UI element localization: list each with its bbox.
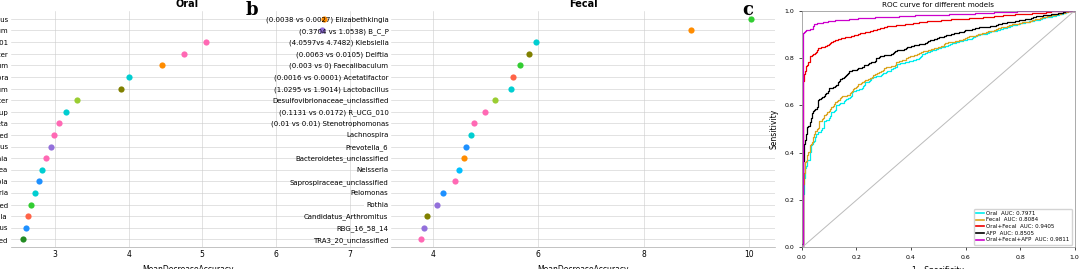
Point <box>153 63 171 68</box>
Point <box>175 52 192 56</box>
Point <box>57 109 75 114</box>
Point <box>455 156 472 160</box>
Point <box>50 121 67 125</box>
Point <box>120 75 137 79</box>
Y-axis label: Sensitivity: Sensitivity <box>770 109 779 149</box>
Point <box>14 237 31 242</box>
Point <box>45 133 63 137</box>
Point <box>68 98 85 102</box>
Point <box>462 133 480 137</box>
Point <box>27 191 44 195</box>
Point <box>521 52 538 56</box>
Point <box>33 168 51 172</box>
Title: Fecal: Fecal <box>569 0 597 9</box>
Point <box>112 86 130 91</box>
Point <box>450 168 468 172</box>
Point <box>476 109 494 114</box>
Point <box>465 121 483 125</box>
Point <box>418 214 435 218</box>
Point <box>527 40 544 44</box>
Point <box>447 179 464 183</box>
Point <box>502 86 519 91</box>
Point <box>429 202 446 207</box>
Point <box>683 28 700 33</box>
Point <box>411 237 429 242</box>
Title: Oral: Oral <box>176 0 199 9</box>
X-axis label: MeanDecreaseAccuracy: MeanDecreaseAccuracy <box>538 265 629 269</box>
Point <box>17 226 35 230</box>
Point <box>487 98 504 102</box>
Point <box>38 156 55 160</box>
Point <box>315 17 333 21</box>
Point <box>504 75 522 79</box>
Point <box>457 144 474 149</box>
Title: ROC curve for different models: ROC curve for different models <box>882 2 995 8</box>
Point <box>415 226 432 230</box>
Point <box>43 144 60 149</box>
Point <box>313 28 330 33</box>
Point <box>19 214 37 218</box>
X-axis label: 1 - Specificity: 1 - Specificity <box>913 266 964 269</box>
Text: b: b <box>245 1 258 19</box>
Point <box>23 202 40 207</box>
Point <box>30 179 48 183</box>
Point <box>511 63 528 68</box>
Text: c: c <box>742 1 753 19</box>
Point <box>743 17 760 21</box>
Point <box>198 40 215 44</box>
Point <box>434 191 451 195</box>
X-axis label: MeanDecreaseAccuracy: MeanDecreaseAccuracy <box>141 265 233 269</box>
Legend: Oral  AUC: 0.7971, Fecal  AUC: 0.8084, Oral+Fecal  AUC: 0.9405, AFP  AUC: 0.8505: Oral AUC: 0.7971, Fecal AUC: 0.8084, Ora… <box>973 208 1071 245</box>
